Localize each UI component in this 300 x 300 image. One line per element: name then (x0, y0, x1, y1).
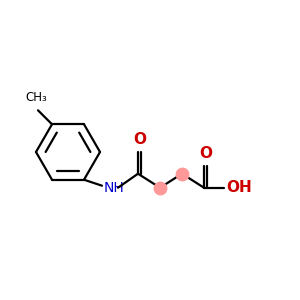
Text: NH: NH (104, 181, 125, 195)
Text: CH₃: CH₃ (25, 91, 47, 104)
Text: O: O (199, 146, 212, 161)
Text: OH: OH (226, 180, 252, 195)
Text: O: O (133, 132, 146, 147)
